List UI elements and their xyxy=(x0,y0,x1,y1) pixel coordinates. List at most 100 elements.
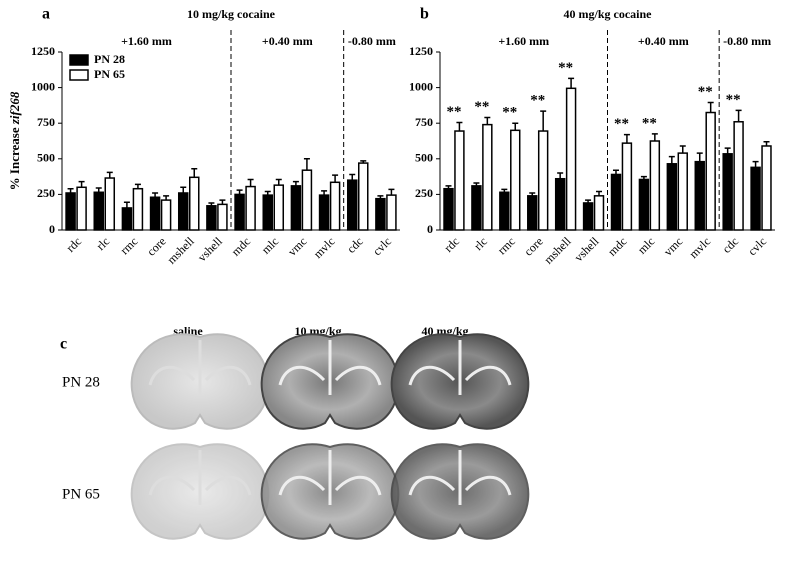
brain-images xyxy=(130,333,530,540)
legend-label: PN 65 xyxy=(94,67,125,81)
section-label: +0.40 mm xyxy=(638,34,689,48)
significance-label: ** xyxy=(642,115,657,131)
y-tick-label: 1000 xyxy=(409,79,433,93)
bar xyxy=(733,121,744,231)
x-tick-label: mlc xyxy=(635,234,658,257)
bar xyxy=(189,176,200,231)
bar xyxy=(610,173,622,231)
bar xyxy=(750,166,761,231)
x-tick-label: cvlc xyxy=(745,234,769,258)
brain-detail xyxy=(148,340,252,395)
bar xyxy=(666,163,678,231)
error-bar xyxy=(707,101,714,113)
bar xyxy=(527,195,538,231)
bar xyxy=(722,153,733,231)
bar xyxy=(93,191,104,231)
significance-label: ** xyxy=(614,116,629,132)
error-bar xyxy=(752,160,759,168)
section-label: +1.60 mm xyxy=(121,34,172,48)
error-bar xyxy=(123,201,130,208)
significance-label: ** xyxy=(558,60,573,76)
bar xyxy=(565,87,577,231)
error-bar xyxy=(78,180,85,188)
section-label: +1.60 mm xyxy=(498,34,549,48)
significance-label: ** xyxy=(698,84,713,100)
x-tick-label: vshell xyxy=(571,234,602,265)
bar xyxy=(638,178,650,231)
y-tick-label: 250 xyxy=(37,186,55,200)
bar xyxy=(318,194,330,231)
error-bar xyxy=(763,140,770,146)
error-bar xyxy=(679,145,686,154)
error-bar xyxy=(501,188,508,193)
bar xyxy=(621,142,633,231)
error-bar xyxy=(106,171,113,179)
error-bar xyxy=(585,199,592,203)
error-bar xyxy=(264,190,271,196)
bar xyxy=(76,186,87,231)
x-tick-label: rdc xyxy=(441,234,462,255)
significance-label: ** xyxy=(726,92,741,108)
y-tick-label: 0 xyxy=(49,222,55,236)
x-tick-label: rlc xyxy=(471,234,490,253)
error-bar xyxy=(332,174,339,183)
y-axis-label-part: % Increase xyxy=(7,124,22,190)
error-bar xyxy=(303,158,310,171)
y-tick-label: 1250 xyxy=(409,44,433,58)
error-bar xyxy=(557,172,564,179)
x-tick-label: rmc xyxy=(495,234,518,257)
error-bar xyxy=(484,116,491,125)
bar xyxy=(346,179,358,231)
brain-detail xyxy=(408,340,512,395)
error-bar xyxy=(208,202,215,206)
error-bar xyxy=(445,185,452,189)
error-bar xyxy=(67,187,74,193)
x-tick-label: cdc xyxy=(344,234,366,256)
panel-letter: b xyxy=(420,6,429,23)
bar xyxy=(245,185,256,231)
x-tick-label: mdc xyxy=(605,234,630,259)
x-tick-label: mshell xyxy=(164,234,197,267)
bar xyxy=(443,187,454,231)
bar xyxy=(234,193,245,231)
error-bar xyxy=(180,186,187,193)
y-tick-label: 0 xyxy=(427,222,433,236)
y-tick-label: 500 xyxy=(37,151,55,165)
x-tick-label: vmc xyxy=(285,234,310,259)
bar xyxy=(705,111,716,231)
bar xyxy=(177,192,189,231)
bar xyxy=(510,129,521,231)
error-bar xyxy=(596,190,603,196)
bar xyxy=(386,194,397,231)
error-bar xyxy=(321,190,328,196)
error-bar xyxy=(456,121,463,132)
error-bar xyxy=(512,122,519,131)
x-tick-label: rlc xyxy=(93,234,112,253)
bar xyxy=(121,207,133,231)
panel-letter: c xyxy=(60,336,67,353)
section-label: -0.80 mm xyxy=(348,34,396,48)
error-bar xyxy=(668,155,675,164)
bar xyxy=(262,194,273,231)
chart-title: 40 mg/kg cocaine xyxy=(564,7,653,21)
row-label: PN 28 xyxy=(62,374,100,390)
error-bar xyxy=(529,192,536,196)
y-tick-label: 1000 xyxy=(31,79,55,93)
legend-swatch xyxy=(69,54,89,66)
error-bar xyxy=(247,178,254,187)
bar xyxy=(290,185,302,231)
error-bar xyxy=(292,180,299,186)
bar xyxy=(273,184,285,231)
x-tick-label: mvlc xyxy=(311,234,338,261)
y-tick-label: 500 xyxy=(415,151,433,165)
legend-swatch xyxy=(69,69,89,81)
bar xyxy=(499,191,510,231)
legend-label: PN 28 xyxy=(94,52,125,66)
error-bar xyxy=(163,195,170,201)
bar xyxy=(649,140,661,231)
significance-label: ** xyxy=(502,105,517,121)
x-tick-label: mvlc xyxy=(686,234,713,261)
error-bar xyxy=(360,160,367,164)
error-bar xyxy=(568,77,575,89)
error-bar xyxy=(724,147,731,154)
